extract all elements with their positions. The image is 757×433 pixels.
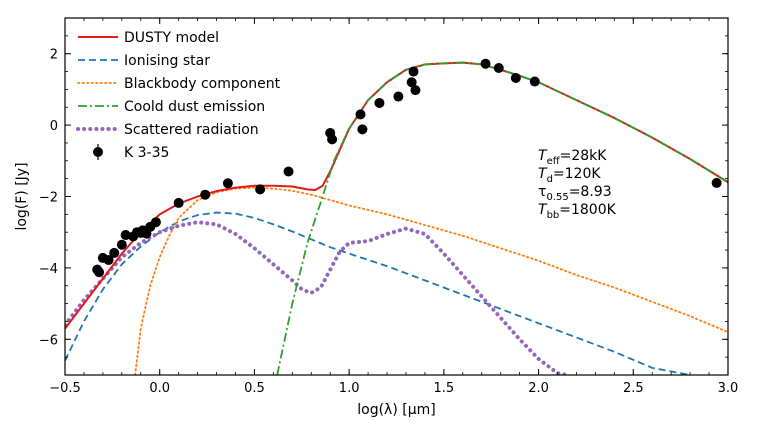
- x-tick-label: 1.5: [434, 381, 455, 396]
- x-axis-label: log(λ) [μm]: [357, 402, 435, 418]
- y-tick-label: 2: [50, 48, 58, 63]
- x-tick-label: 3.0: [718, 381, 739, 396]
- parameter-annotation: Tbb=1800K: [538, 202, 617, 221]
- data-point: [480, 58, 491, 69]
- data-point: [510, 72, 521, 83]
- x-tick-label: 2.0: [528, 381, 549, 396]
- y-axis-ticks: −6 −4 −2 0 2: [39, 17, 728, 376]
- data-point: [406, 77, 417, 88]
- series-line-scattered-radiation: [65, 220, 569, 375]
- data-point: [116, 239, 127, 250]
- data-point: [200, 189, 211, 200]
- plot-frame: [64, 17, 729, 376]
- data-point: [493, 62, 504, 73]
- data-point: [222, 178, 233, 189]
- series-line-ionising-star: [65, 211, 691, 375]
- legend-label: Ionising star: [124, 53, 210, 69]
- legend-label: DUSTY model: [124, 30, 219, 46]
- legend: DUSTY model Ionising star Blackbody compon…: [76, 30, 281, 161]
- legend-label: K 3-35: [124, 145, 169, 161]
- x-tick-label: 2.5: [623, 381, 644, 396]
- parameter-annotation: Teff=28kK: [538, 148, 607, 167]
- data-point: [255, 184, 266, 195]
- data-point: [355, 109, 366, 120]
- legend-label: Coold dust emission: [124, 99, 265, 115]
- y-tick-label: −2: [39, 191, 58, 206]
- x-tick-label: 0.5: [244, 381, 265, 396]
- data-point: [529, 76, 540, 87]
- model-curves: [65, 61, 728, 375]
- data-point: [173, 197, 184, 208]
- data-point: [150, 217, 161, 228]
- data-point: [109, 247, 120, 258]
- data-point: [711, 177, 722, 188]
- x-tick-label: −0.5: [49, 381, 81, 396]
- legend-label: Scattered radiation: [124, 122, 259, 138]
- y-axis-label: log(F) [Jy]: [14, 162, 30, 230]
- x-tick-label: 1.0: [339, 381, 360, 396]
- observed-points: [92, 58, 722, 278]
- y-tick-label: 0: [50, 119, 58, 134]
- data-point: [408, 66, 419, 77]
- data-point: [357, 124, 368, 135]
- series-line-coold-dust-emission: [276, 61, 728, 375]
- data-point: [103, 255, 114, 266]
- data-point: [410, 85, 421, 96]
- x-tick-label: 0.0: [149, 381, 170, 396]
- series-line-blackbody-component: [134, 186, 728, 375]
- data-point: [327, 134, 338, 145]
- legend-label: Blackbody component: [124, 76, 281, 92]
- parameter-annotation: τ0.55=8.93: [538, 184, 612, 203]
- data-point: [393, 91, 404, 102]
- data-point: [120, 230, 131, 241]
- data-point: [94, 267, 105, 278]
- legend-marker-point: [93, 147, 103, 157]
- data-point: [283, 166, 294, 177]
- y-tick-label: −6: [39, 333, 58, 348]
- parameter-annotation: Td=120K: [538, 166, 601, 185]
- y-tick-label: −4: [39, 262, 58, 277]
- x-axis-ticks: −0.5 0.0 0.5 1.0 1.5 2.0 2.5 3.0: [49, 18, 738, 396]
- data-point: [374, 97, 385, 108]
